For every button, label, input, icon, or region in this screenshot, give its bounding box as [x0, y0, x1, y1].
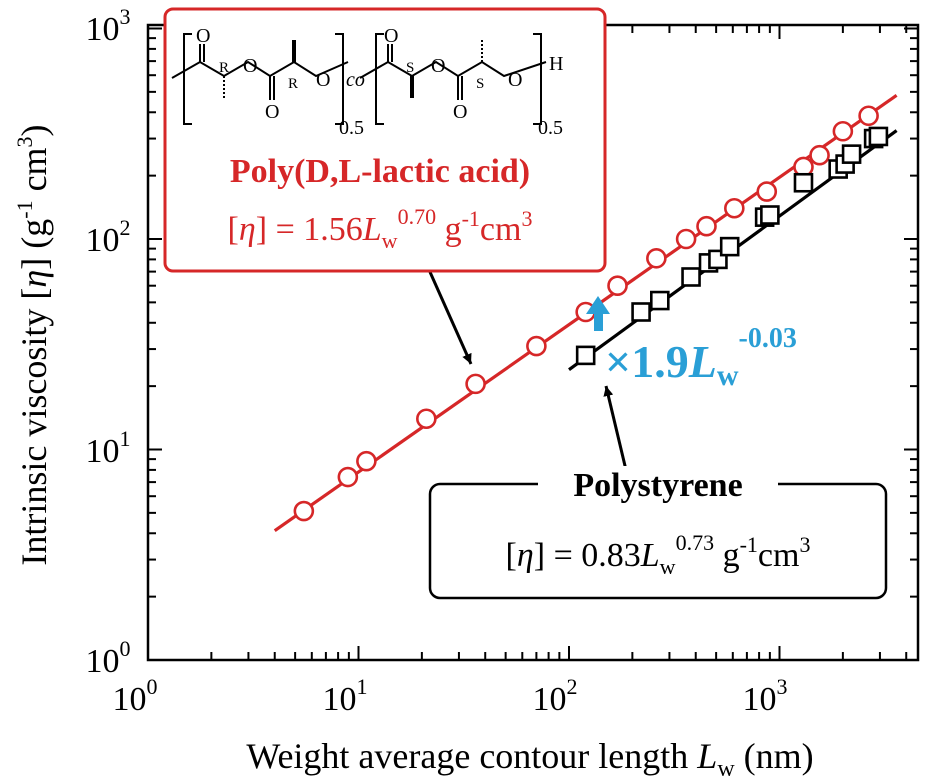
pdla-point	[858, 105, 879, 127]
subscript-1: 0.5	[339, 117, 364, 139]
pdla-point	[646, 247, 667, 269]
polystyrene-point	[793, 172, 814, 193]
polystyrene-point	[868, 126, 889, 147]
pdla-point	[337, 466, 359, 488]
pdla-structure	[171, 33, 547, 125]
pdla-point	[526, 335, 547, 357]
bracket-left-1	[183, 33, 192, 125]
pdla-point	[832, 120, 854, 142]
ps-box: Polystyrene [η] = 0.83Lw0.73 g-1cm3	[428, 466, 888, 600]
pdla-point	[416, 408, 437, 430]
atom-o-carbonyl-2: O	[265, 101, 279, 123]
x-tick-label-3: 103	[743, 674, 788, 718]
ratio-label: ×1.9Lw-0.03	[605, 323, 797, 392]
ratio-annotation: ×1.9Lw-0.03	[586, 296, 797, 392]
y-tick-label-1: 101	[86, 426, 131, 470]
ratio-arrow-shaft	[594, 313, 603, 331]
polystyrene-point	[650, 290, 670, 311]
ps-pointer-arrow	[603, 385, 628, 471]
stereo-r1: R	[219, 60, 229, 76]
polystyrene-point	[631, 302, 651, 322]
polystyrene-point	[575, 345, 596, 366]
ps-title: Polystyrene	[573, 467, 742, 504]
stereo-s2: S	[476, 76, 484, 92]
y-tick-label-0: 100	[86, 636, 131, 680]
atom-o-ester-2: O	[316, 69, 330, 91]
x-axis-label: Weight average contour length Lw (nm)	[246, 736, 813, 782]
ratio-arrow-head	[586, 296, 610, 314]
bracket-right-1	[335, 33, 344, 125]
ps-title-backing	[538, 466, 778, 502]
atom-o-end: O	[508, 69, 522, 91]
pdla-pointer-arrow	[428, 271, 473, 365]
x-tick-labels: 100 101 102 103	[113, 674, 788, 718]
pdla-box-frame	[163, 7, 607, 273]
atom-o-ester-3: O	[431, 55, 445, 77]
pdla-equation: [η] = 1.56Lw0.70 g-1cm3	[228, 204, 533, 253]
ps-equation: [η] = 0.83Lw0.73 g-1cm3	[506, 530, 811, 579]
pdla-point	[675, 228, 697, 250]
atom-o-ester-1: O	[243, 55, 257, 77]
pdla-point	[696, 215, 717, 237]
pdla-box: O R O O R O co 0.5 O S O O S O H 0.5 Pol…	[163, 7, 607, 273]
stereo-s1: S	[406, 60, 414, 76]
atom-h-end: H	[549, 53, 563, 75]
y-tick-labels: 100 101 102 103	[86, 4, 131, 680]
pdla-point	[293, 500, 315, 522]
stereo-r2: R	[288, 76, 298, 92]
polystyrene-point	[681, 267, 701, 287]
pdla-structure-labels: O R O O R O co 0.5 O S O O S O H 0.5	[196, 25, 563, 139]
y-axis-label: Intrinsic viscosity [η] (g-1 cm3)	[12, 124, 54, 565]
co-label: co	[346, 69, 365, 91]
pdla-point	[809, 144, 830, 166]
pdla-point	[465, 373, 486, 395]
subscript-2: 0.5	[538, 117, 563, 139]
y-tick-label-2: 102	[86, 215, 131, 259]
pdla-point	[724, 197, 745, 219]
series-layer	[273, 94, 898, 532]
atom-o-carbonyl-3: O	[384, 25, 398, 47]
polystyrene-point	[760, 205, 780, 225]
y-tick-label-3: 103	[86, 4, 131, 48]
pdla-point	[607, 275, 628, 296]
bracket-right-2	[533, 33, 542, 125]
polystyrene-point	[841, 144, 862, 164]
pdla-title: Poly(D,L-lactic acid)	[230, 153, 530, 190]
x-tick-label-2: 102	[533, 674, 578, 718]
pdla-point	[356, 450, 377, 472]
polystyrene-point	[719, 236, 740, 257]
atom-o-carbonyl-1: O	[196, 25, 210, 47]
bracket-left-2	[375, 33, 384, 125]
pdla-point	[756, 181, 778, 202]
atom-o-carbonyl-4: O	[453, 101, 467, 123]
x-tick-label-1: 101	[323, 674, 368, 718]
x-tick-label-0: 100	[113, 674, 158, 718]
